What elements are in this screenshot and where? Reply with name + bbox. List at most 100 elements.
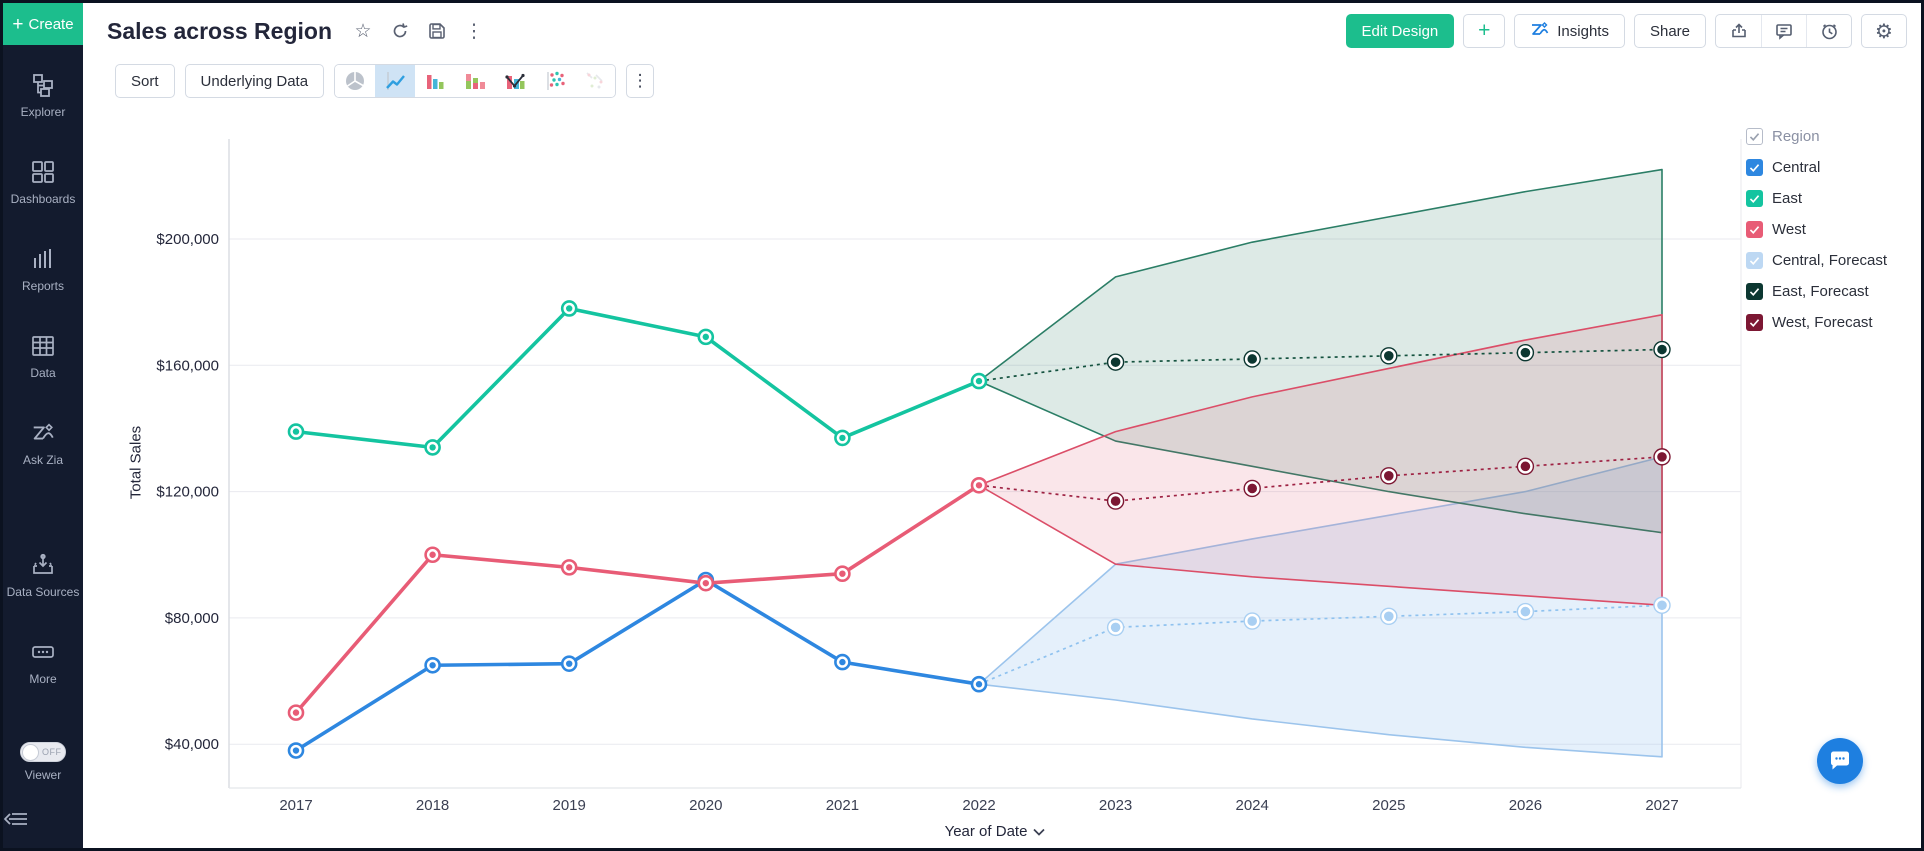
legend-title-row[interactable]: Region [1746,128,1921,145]
legend-item-central[interactable]: Central [1746,159,1921,176]
x-tick-label: 2018 [416,797,449,814]
chart-type-area-icon[interactable] [575,65,616,97]
legend-checkbox[interactable] [1746,314,1763,331]
x-tick-label: 2026 [1509,797,1542,814]
chart-type-bar-icon[interactable] [415,65,456,97]
legend-item-central-forecast[interactable]: Central, Forecast [1746,252,1921,269]
sidebar-item-data[interactable]: Data [3,333,83,395]
x-tick-label: 2019 [553,797,586,814]
data-point-core [566,305,573,312]
share-button[interactable]: Share [1633,14,1706,48]
legend-item-west-forecast[interactable]: West, Forecast [1746,314,1921,331]
page-title: Sales across Region [107,17,332,44]
chart-type-pie-icon[interactable] [335,65,376,97]
create-button[interactable]: + Create [3,3,83,45]
y-tick-label: $40,000 [165,736,219,753]
legend-checkbox[interactable] [1746,221,1763,238]
comment-icon[interactable] [1761,15,1806,47]
forecast-line-west-forecast [978,456,1663,502]
sort-button[interactable]: Sort [115,64,175,98]
sales-line-chart[interactable]: $40,000 $80,000 $120,000 $160,000 $200,000 20… [83,99,1763,851]
x-axis-title-label: Year of Date [944,823,1028,840]
export-icon[interactable] [1716,15,1761,47]
sidebar-item-data-sources[interactable]: Data Sources [3,552,83,614]
data-point-core [566,564,573,571]
header-icons: ☆ ⋮ [352,20,485,42]
main-area: Sales across Region ☆ ⋮ Edit Design + [83,3,1921,848]
legend-item-label: East, Forecast [1772,283,1869,300]
legend-checkbox[interactable] [1746,252,1763,269]
forecast-point-core [1657,452,1667,462]
refresh-icon[interactable] [389,20,411,42]
sidebar-item-reports[interactable]: Reports [3,246,83,308]
viewer-toggle[interactable]: OFF [20,742,66,762]
chart-type-scatter-icon[interactable] [535,65,576,97]
legend-checkbox[interactable] [1746,283,1763,300]
legend-item-label: Central [1772,159,1821,176]
x-tick-label: 2022 [962,797,995,814]
data-point-core [975,681,983,688]
zia-icon [1530,21,1550,42]
underlying-data-button[interactable]: Underlying Data [184,64,325,98]
save-icon[interactable] [426,20,448,42]
forecast-point-core [1247,483,1257,494]
chart-type-combo-icon[interactable] [495,65,536,97]
legend-item-west[interactable]: West [1746,221,1921,238]
y-tick-label: $200,000 [156,231,219,248]
sidebar-item-label: Ask Zia [22,453,63,467]
forecast-point-core [1657,344,1667,355]
sidebar-item-label: Data Sources [6,585,80,599]
insights-button[interactable]: Insights [1514,14,1625,48]
chart-legend: Region Central East West Central, Forecast Ea… [1746,128,1921,331]
sidebar-item-ask-zia[interactable]: Ask Zia [3,420,83,482]
forecast-point-core [1520,461,1531,472]
forecast-point-core [1384,611,1394,622]
forecast-point-core [1657,600,1667,611]
forecast-point-core [1110,357,1121,367]
legend-checkbox[interactable] [1746,159,1763,176]
data-point-core [975,482,983,489]
data-icon [30,333,56,359]
x-axis-title[interactable]: Year of Date [890,823,1100,840]
x-tick-label: 2020 [689,797,722,814]
sidebar-item-more[interactable]: More [3,639,83,701]
history-clock-icon[interactable] [1806,15,1851,47]
forecast-point-core [1110,496,1121,506]
add-button[interactable]: + [1463,14,1506,48]
region-checkbox[interactable] [1746,128,1763,145]
series-line-east [294,306,981,450]
chart-type-line-icon[interactable] [375,65,416,97]
legend-checkbox[interactable] [1746,190,1763,207]
toolbar-more-menu-icon[interactable]: ⋮ [626,64,655,98]
zia-chat-bubble[interactable] [1817,738,1863,784]
series-line-west [294,483,981,715]
forecast-point-core [1110,622,1121,633]
title-more-menu-icon[interactable]: ⋮ [464,20,484,42]
forecast-line-east-forecast [978,348,1663,382]
legend-item-east[interactable]: East [1746,190,1921,207]
sidebar: + Create Explorer Dashboards Reports Data As… [3,3,83,848]
legend-item-east-forecast[interactable]: East, Forecast [1746,283,1921,300]
sidebar-item-label: Explorer [20,105,66,119]
viewer-label: Viewer [24,768,62,782]
header: Sales across Region ☆ ⋮ Edit Design + [83,3,1921,59]
sidebar-item-explorer[interactable]: Explorer [3,72,83,134]
data-point-core [429,662,436,669]
data-point-core [566,660,573,667]
insights-button-label: Insights [1557,22,1609,40]
favorite-star-icon[interactable]: ☆ [354,20,372,42]
x-tick-label: 2027 [1645,797,1678,814]
collapse-sidebar-icon[interactable] [3,809,83,834]
settings-gear-icon[interactable]: ⚙ [1861,14,1907,48]
data-point-core [839,658,846,666]
zia-icon [30,420,56,446]
header-actions: Edit Design + Insights Share [1345,14,1907,48]
y-tick-label: $120,000 [156,484,219,501]
sidebar-item-dashboards[interactable]: Dashboards [3,159,83,221]
x-tick-label: 2017 [279,797,312,814]
edit-design-button[interactable]: Edit Design [1345,14,1455,48]
chart-type-stacked-bar-icon[interactable] [455,65,496,97]
x-tick-label: 2025 [1372,797,1405,814]
sidebar-nav: Explorer Dashboards Reports Data Ask Zia Data… [3,45,83,742]
